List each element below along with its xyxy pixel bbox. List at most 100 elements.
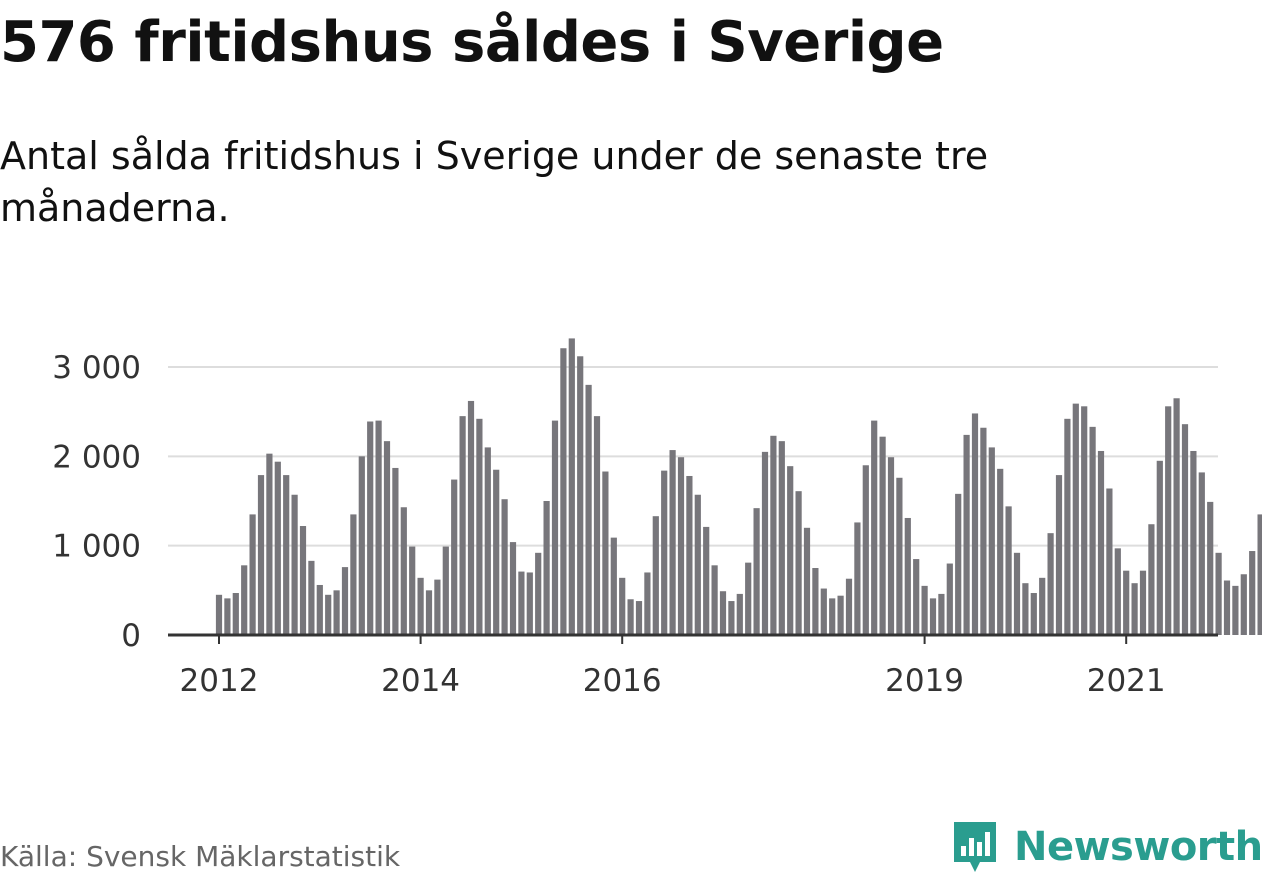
bar bbox=[736, 593, 743, 635]
bar bbox=[400, 507, 407, 635]
bar bbox=[845, 578, 853, 635]
bar bbox=[971, 413, 979, 635]
y-tick-label: 0 bbox=[121, 618, 141, 654]
bar bbox=[535, 552, 542, 635]
bar bbox=[1072, 403, 1079, 635]
bar bbox=[913, 559, 920, 635]
bar bbox=[787, 466, 794, 635]
bar bbox=[1081, 406, 1088, 635]
bar bbox=[526, 572, 533, 635]
bar bbox=[938, 593, 945, 635]
bar bbox=[367, 421, 374, 635]
bar bbox=[829, 598, 836, 635]
bar bbox=[316, 584, 323, 635]
bar bbox=[862, 465, 869, 635]
bar bbox=[375, 420, 382, 635]
bar bbox=[274, 461, 281, 635]
x-tick-label: 2021 bbox=[1087, 663, 1166, 699]
x-tick-label: 2012 bbox=[180, 663, 259, 699]
bar bbox=[1030, 593, 1037, 635]
bar bbox=[493, 469, 500, 635]
bar bbox=[358, 456, 365, 635]
bar bbox=[350, 514, 357, 635]
y-tick-label: 3 000 bbox=[52, 350, 141, 386]
bar bbox=[946, 563, 953, 635]
bar bbox=[383, 441, 391, 635]
bar bbox=[341, 567, 349, 635]
bar bbox=[299, 526, 307, 635]
bar bbox=[745, 562, 752, 635]
bar bbox=[1257, 514, 1262, 635]
bar bbox=[635, 601, 643, 635]
bar bbox=[568, 338, 575, 635]
bar bbox=[1156, 460, 1163, 635]
bar bbox=[703, 526, 710, 635]
x-tick-label: 2016 bbox=[583, 663, 662, 699]
bar bbox=[770, 435, 777, 635]
bar bbox=[1013, 552, 1021, 635]
bar bbox=[224, 598, 231, 635]
bar bbox=[434, 579, 441, 635]
bar bbox=[501, 499, 508, 635]
bar bbox=[476, 418, 483, 635]
bar bbox=[1064, 418, 1071, 635]
bar bbox=[988, 447, 995, 635]
bar bbox=[652, 516, 659, 635]
bar bbox=[266, 453, 273, 635]
bar bbox=[241, 565, 248, 635]
bar bbox=[854, 522, 861, 635]
y-tick-label: 1 000 bbox=[52, 529, 141, 565]
bar bbox=[467, 400, 475, 635]
bar bbox=[1005, 506, 1012, 635]
bar bbox=[669, 450, 676, 635]
bar bbox=[1047, 533, 1054, 635]
bar bbox=[871, 420, 878, 635]
bar bbox=[1055, 475, 1063, 635]
bar bbox=[509, 542, 517, 635]
bar bbox=[543, 501, 550, 635]
bar bbox=[1215, 552, 1222, 635]
bar bbox=[887, 457, 895, 635]
bar bbox=[980, 427, 987, 635]
bar bbox=[1223, 580, 1231, 635]
bar bbox=[904, 517, 911, 635]
bar bbox=[585, 384, 592, 635]
bar bbox=[837, 595, 844, 635]
bar bbox=[325, 594, 332, 635]
bar bbox=[1249, 551, 1256, 635]
chart-title: 576 fritidshus såldes i Sverige bbox=[0, 10, 944, 75]
bar bbox=[593, 416, 601, 635]
bar bbox=[1148, 524, 1155, 635]
bar bbox=[719, 591, 727, 635]
source-credit: Källa: Svensk Mäklarstatistik bbox=[0, 840, 401, 873]
bar bbox=[459, 416, 466, 635]
bar bbox=[392, 467, 399, 635]
bar bbox=[551, 420, 559, 635]
bar bbox=[803, 527, 811, 635]
bar bbox=[215, 594, 223, 635]
chart-subtitle: Antal sålda fritidshus i Sverige under d… bbox=[0, 134, 989, 230]
bar bbox=[1165, 406, 1172, 635]
bar bbox=[661, 470, 668, 635]
y-tick-label: 2 000 bbox=[52, 439, 141, 475]
bar bbox=[761, 451, 769, 635]
bar bbox=[644, 572, 651, 635]
newsworthy-logo-icon bbox=[954, 822, 996, 872]
bar bbox=[879, 436, 886, 635]
bar bbox=[1114, 548, 1121, 635]
bar bbox=[619, 577, 626, 635]
bar bbox=[249, 514, 256, 635]
bar bbox=[442, 546, 449, 635]
bar bbox=[1039, 577, 1046, 635]
bar bbox=[921, 585, 928, 635]
bar bbox=[283, 475, 290, 635]
bar bbox=[518, 571, 525, 635]
bar bbox=[896, 477, 903, 635]
bar bbox=[820, 588, 827, 635]
bar bbox=[1173, 398, 1180, 635]
bar bbox=[484, 447, 491, 635]
x-tick-label: 2019 bbox=[885, 663, 964, 699]
bar bbox=[1022, 583, 1029, 635]
newsworthy-logo: Newsworthy bbox=[950, 818, 1262, 876]
